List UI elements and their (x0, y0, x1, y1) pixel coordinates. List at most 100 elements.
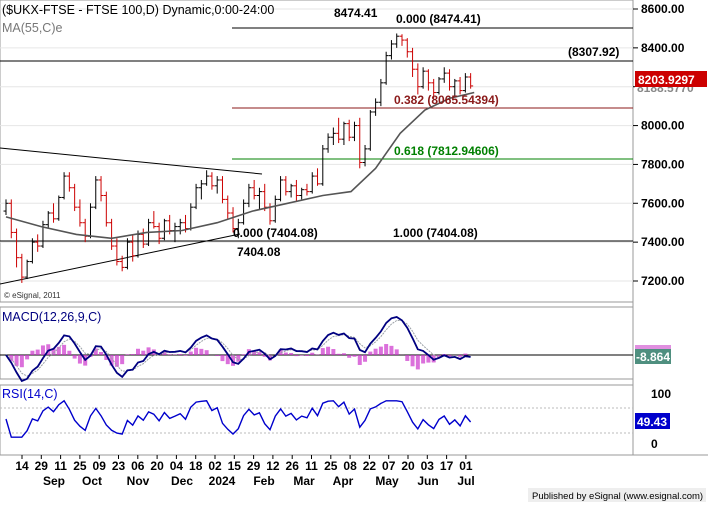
x-day-label: 09 (93, 459, 107, 473)
macd-histogram-bar (331, 349, 335, 355)
macd-histogram-bar (395, 349, 399, 355)
macd-histogram-bar (73, 355, 77, 359)
macd-histogram-bar (384, 344, 388, 355)
price-tick-label: 8000.00 (641, 119, 685, 133)
rsi-panel (0, 385, 633, 455)
price-tick-label: 7800.00 (641, 157, 685, 171)
x-day-label: 25 (73, 459, 87, 473)
macd-histogram-bar (326, 347, 330, 355)
macd-histogram-bar (310, 353, 314, 355)
x-day-label: 22 (363, 459, 377, 473)
x-day-label: 08 (343, 459, 357, 473)
x-day-label: 20 (150, 459, 164, 473)
macd-histogram-bar (168, 354, 172, 355)
x-month-label: May (375, 474, 399, 488)
macd-histogram-bar (184, 355, 188, 356)
x-day-label: 29 (247, 459, 261, 473)
macd-histogram-bar (67, 351, 71, 355)
x-month-label: Dec (171, 474, 193, 488)
macd-histogram-bar (25, 355, 29, 359)
high-label: 8474.41 (334, 6, 378, 20)
macd-histogram-bar (30, 351, 34, 355)
macd-value-box-pink (635, 345, 671, 349)
fib-1-label: 1.000 (7404.08) (393, 226, 478, 240)
chart-title: ($UKX-FTSE - FTSE 100,D) Dynamic,0:00-24… (2, 3, 274, 17)
macd-histogram-bar (405, 355, 409, 361)
macd-histogram-bar (305, 355, 309, 356)
macd-value: -8.864 (636, 350, 670, 364)
rsi-tick-0: 0 (651, 437, 658, 451)
x-day-label: 26 (286, 459, 300, 473)
macd-histogram-bar (189, 352, 193, 355)
macd-histogram-bar (337, 354, 341, 355)
x-axis-tick-marks (22, 455, 466, 459)
x-day-label: 01 (459, 459, 473, 473)
x-day-label: 04 (170, 459, 184, 473)
macd-histogram-bar (463, 354, 467, 355)
fib-0-bottom-label: 0.000 (7404.08) (233, 226, 318, 240)
rsi-tick-100: 100 (651, 387, 671, 401)
fib-0-top-label: 0.000 (8474.41) (396, 12, 481, 26)
macd-histogram-bar (120, 355, 124, 364)
macd-histogram-bar (257, 352, 261, 355)
last-price-label: 8203.9297 (638, 73, 695, 87)
x-month-label: 2024 (209, 474, 236, 488)
x-day-label: 29 (35, 459, 49, 473)
low-label: 7404.08 (237, 245, 281, 259)
macd-histogram-bar (347, 355, 351, 358)
rsi-value: 49.43 (637, 415, 667, 429)
macd-histogram-bar (300, 355, 304, 356)
x-month-label: Sep (43, 474, 65, 488)
x-day-label: 07 (382, 459, 396, 473)
macd-histogram-bar (236, 355, 240, 362)
macd-histogram-bar (215, 355, 219, 356)
macd-histogram-bar (199, 349, 203, 355)
macd-histogram-bar (20, 355, 24, 367)
x-day-label: 06 (131, 459, 145, 473)
price-tick-label: 7400.00 (641, 235, 685, 249)
x-day-label: 23 (112, 459, 126, 473)
macd-histogram-bar (374, 349, 378, 355)
rsi-label: RSI(14,C) (2, 387, 58, 401)
macd-histogram-bar (421, 355, 425, 363)
x-month-label: Oct (82, 474, 102, 488)
x-day-label: 17 (440, 459, 454, 473)
x-day-label: 20 (401, 459, 415, 473)
x-month-label: Jul (457, 474, 474, 488)
x-month-label: Apr (333, 474, 354, 488)
x-day-label: 12 (266, 459, 280, 473)
macd-histogram-bar (131, 354, 135, 355)
price-tick-label: 7200.00 (641, 274, 685, 288)
macd-histogram-bar (379, 347, 383, 355)
price-panel (0, 0, 633, 302)
macd-label: MACD(12,26,9,C) (2, 310, 101, 324)
macd-histogram-bar (99, 352, 103, 355)
macd-histogram-bar (178, 354, 182, 355)
macd-histogram-bar (220, 355, 224, 361)
footer-published: Published by eSignal (www.esignal.com) (532, 491, 703, 502)
macd-histogram-bar (294, 355, 298, 356)
price-tick-label: 7600.00 (641, 196, 685, 210)
fib-618-label: 0.618 (7812.94606) (394, 144, 499, 158)
macd-histogram-bar (289, 353, 293, 355)
fib-382-label: 0.382 (8065.54394) (394, 93, 499, 107)
ma-label: MA(55,C)e (2, 21, 62, 35)
x-day-label: 03 (421, 459, 435, 473)
x-day-label: 02 (208, 459, 222, 473)
x-day-label: 11 (54, 459, 67, 473)
x-month-label: Mar (293, 474, 315, 488)
x-day-label: 14 (15, 459, 29, 473)
x-day-label: 25 (324, 459, 338, 473)
macd-histogram-bar (411, 355, 415, 366)
macd-histogram-bar (368, 352, 372, 355)
macd-histogram-bar (194, 348, 198, 355)
x-day-label: 15 (228, 459, 242, 473)
copyright-label: © eSignal, 2011 (4, 291, 61, 300)
x-month-label: Feb (253, 474, 274, 488)
macd-histogram-bar (125, 354, 129, 355)
macd-histogram-bar (389, 346, 393, 355)
